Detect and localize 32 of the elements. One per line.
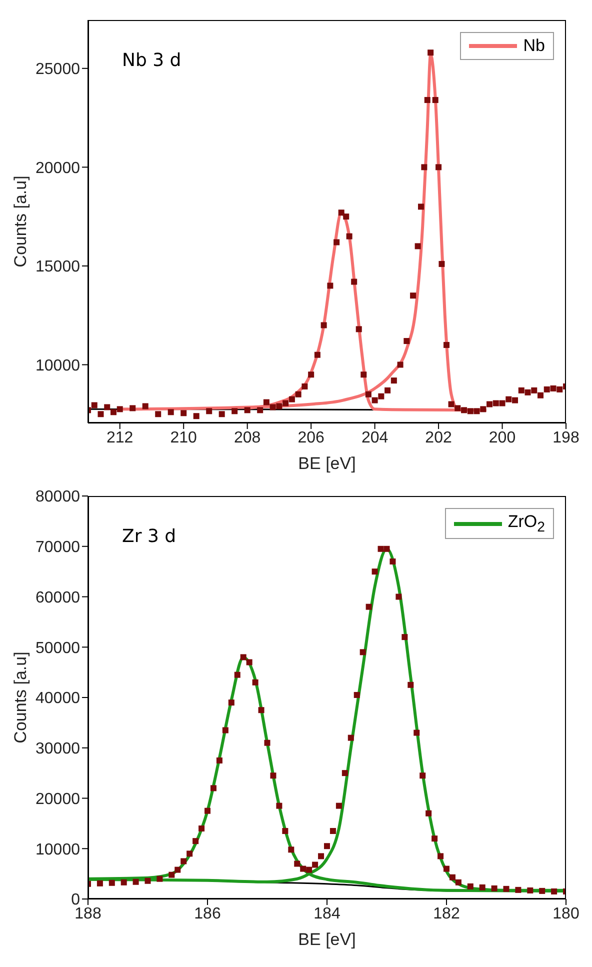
y-tick-label: 25000 bbox=[36, 61, 80, 78]
y-tick-label: 30000 bbox=[36, 740, 80, 758]
x-tick-label: 180 bbox=[552, 905, 580, 922]
x-tick-label: 212 bbox=[106, 429, 134, 446]
x-tick-label: 198 bbox=[552, 429, 580, 446]
y-axis-title: Counts [a.u] bbox=[11, 652, 30, 744]
x-tick-label: 206 bbox=[298, 429, 325, 446]
x-tick-label: 202 bbox=[425, 429, 452, 446]
annotation: Zr 3 d bbox=[122, 526, 176, 547]
x-tick-label: 204 bbox=[361, 429, 388, 446]
y-tick-label: 60000 bbox=[36, 589, 80, 606]
y-tick-label: 80000 bbox=[36, 488, 80, 506]
x-tick-label: 208 bbox=[234, 429, 261, 446]
legend-label: ZrO$_{2}$ bbox=[508, 512, 545, 536]
x-axis-title: BE [eV] bbox=[298, 454, 356, 473]
legend-label: Nb bbox=[523, 36, 545, 56]
annotation: Nb 3 d bbox=[122, 50, 182, 71]
y-tick-label: 50000 bbox=[36, 640, 80, 657]
y-tick-label: 40000 bbox=[36, 690, 80, 708]
y-tick-label: 10000 bbox=[36, 841, 80, 858]
y-tick-label: 15000 bbox=[36, 258, 80, 276]
y-tick-label: 70000 bbox=[36, 539, 80, 556]
y-tick-label: 20000 bbox=[36, 160, 80, 177]
y-tick-label: 10000 bbox=[36, 357, 80, 374]
x-axis-title: BE [eV] bbox=[298, 930, 356, 949]
y-axis-title: Counts [a.u] bbox=[11, 176, 30, 268]
x-tick-label: 210 bbox=[170, 429, 198, 446]
y-tick-label: 20000 bbox=[36, 790, 80, 808]
x-tick-label: 200 bbox=[488, 429, 516, 446]
x-tick-label: 186 bbox=[194, 905, 221, 922]
x-tick-label: 182 bbox=[433, 905, 460, 922]
x-tick-label: 184 bbox=[314, 905, 340, 922]
